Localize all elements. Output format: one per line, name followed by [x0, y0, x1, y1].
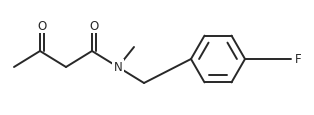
Text: O: O [89, 19, 99, 32]
Text: F: F [295, 53, 302, 66]
Text: N: N [114, 61, 122, 74]
Text: O: O [37, 19, 46, 32]
